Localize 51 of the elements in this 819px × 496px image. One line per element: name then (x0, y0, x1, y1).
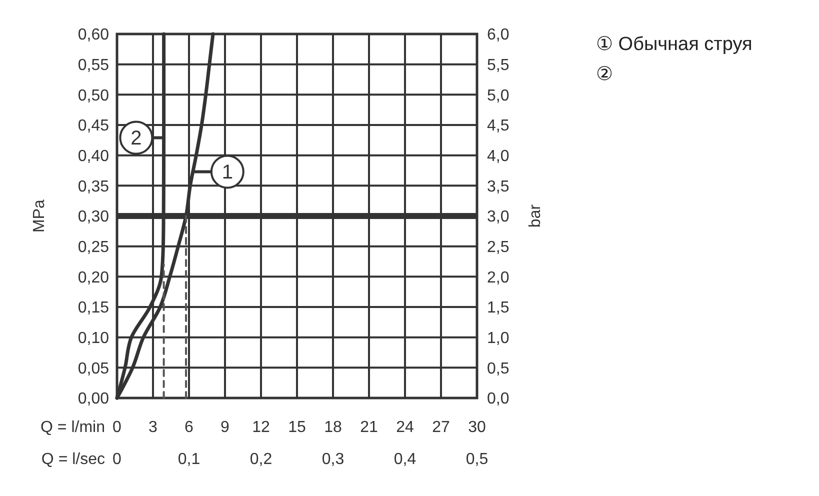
y2-tick-label: 5,0 (487, 87, 510, 104)
y-tick-label: 0,40 (78, 148, 110, 165)
y-tick-label: 0,10 (78, 330, 110, 347)
x-tick-label: 0 (112, 419, 122, 436)
x2-tick-label: 0 (112, 451, 122, 468)
y2-tick-label: 4,5 (487, 118, 510, 135)
y2-tick-label: 4,0 (487, 148, 510, 165)
y2-tick-label: 1,5 (487, 300, 510, 317)
x-tick-label: 15 (288, 419, 306, 436)
x2-tick-label: 0,3 (322, 451, 344, 468)
x2-tick-label: 0,4 (394, 451, 416, 468)
y-tick-label: 0,50 (78, 87, 110, 104)
x-tick-label: 24 (396, 419, 414, 436)
y2-tick-label: 5,5 (487, 56, 510, 74)
y2-tick-label: 3,5 (487, 178, 510, 196)
annotation: 1 (222, 162, 233, 184)
y2-tick-label: 2,5 (487, 238, 510, 256)
y2-tick-label: 0,5 (487, 360, 510, 378)
x-tick-label: 12 (252, 419, 270, 436)
y-tick-label: 0,00 (78, 390, 110, 408)
annotation: 2 (130, 128, 142, 150)
x2-axis-title: Q = l/sec (41, 451, 105, 468)
x-axis-title: Q = l/min (40, 419, 105, 436)
x-tick-label: 30 (468, 419, 486, 436)
y-tick-label: 0,05 (78, 360, 110, 378)
x-tick-label: 9 (220, 419, 230, 436)
y-tick-label: 0,30 (78, 208, 110, 226)
x2-tick-label: 0,5 (466, 451, 488, 468)
x2-tick-label: 0,1 (178, 451, 200, 468)
y-tick-label: 0,35 (78, 178, 110, 196)
y-tick-label: 0,25 (78, 238, 110, 256)
x-tick-label: 27 (432, 419, 450, 436)
y-tick-label: 0,60 (78, 26, 110, 44)
y2-tick-label: 2,0 (487, 269, 510, 286)
y-tick-label: 0,45 (78, 118, 110, 135)
y-tick-label: 0,20 (78, 269, 110, 286)
y-axis-title: MPa (31, 199, 48, 232)
y2-tick-label: 1,0 (487, 330, 510, 347)
y2-tick-label: 6,0 (487, 26, 510, 44)
x2-tick-label: 0,2 (250, 451, 272, 468)
y2-axis-title: bar (527, 204, 544, 228)
y-tick-label: 0,15 (78, 300, 110, 317)
y2-tick-label: 0,0 (487, 390, 510, 408)
x-tick-label: 3 (148, 419, 158, 436)
x-tick-label: 18 (324, 419, 342, 436)
text: ② (596, 64, 614, 85)
x-tick-label: 6 (184, 419, 194, 436)
y-tick-label: 0,55 (78, 56, 110, 74)
x-tick-label: 21 (360, 419, 378, 436)
y2-tick-label: 3,0 (487, 208, 510, 226)
text: ① Обычная струя (596, 34, 752, 55)
